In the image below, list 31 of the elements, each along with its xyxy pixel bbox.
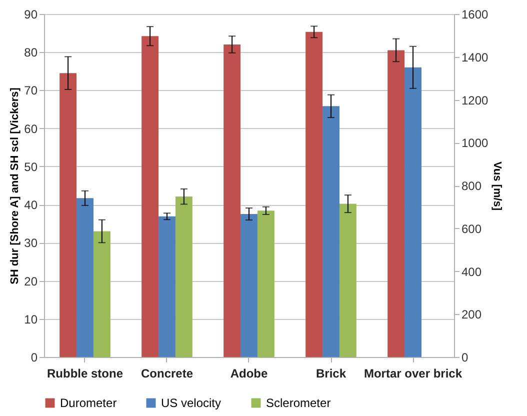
y2-tick-label: 200: [462, 308, 482, 322]
legend-label: US velocity: [161, 396, 222, 410]
bar: [142, 36, 159, 357]
y2-tick-label: 1400: [462, 50, 489, 64]
y-axis-title: SH dur [Shore A] and SH scl [Vickers]: [9, 87, 22, 284]
x-tick-label: Concrete: [140, 366, 194, 380]
y-tick-label: 50: [24, 160, 38, 174]
y2-tick-label: 400: [462, 264, 482, 279]
y2-tick-label: 1200: [462, 93, 489, 108]
x-tick-label: Mortar over brick: [364, 366, 462, 380]
y-tick-label: 60: [24, 122, 38, 136]
x-tick-label: Brick: [316, 366, 346, 380]
y-tick-label: 20: [24, 274, 38, 288]
y-tick-label: 80: [24, 46, 38, 60]
x-tick-label: Rubble stone: [46, 366, 124, 380]
y-tick-label: 40: [24, 198, 38, 212]
y2-axis-title: Vus [m/s]: [491, 161, 504, 211]
y-tick-label: 0: [30, 350, 38, 364]
y-tick-label: 90: [24, 8, 38, 22]
legend-label: Sclerometer: [266, 396, 331, 410]
y2-tick-label: 800: [462, 179, 482, 193]
y-tick-label: 10: [24, 312, 38, 326]
x-tick-label: Adobe: [230, 366, 268, 380]
legend-label: Durometer: [60, 396, 117, 410]
bar: [224, 44, 241, 357]
y2-tick-label: 1000: [462, 136, 489, 150]
y2-tick-label: 0: [462, 350, 468, 364]
y-tick-label: 70: [24, 84, 38, 98]
y2-tick-label: 1600: [462, 8, 489, 22]
y2-tick-label: 600: [462, 222, 482, 236]
y-tick-label: 30: [24, 236, 38, 250]
